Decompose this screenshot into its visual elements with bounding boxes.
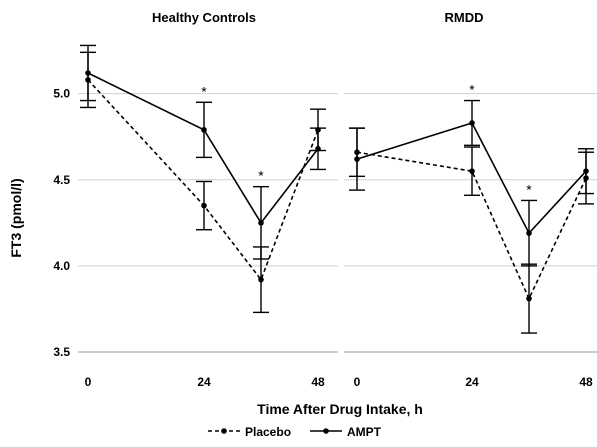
grid-left xyxy=(78,93,338,353)
data-point-ampt xyxy=(469,120,475,126)
panel-title-left: Healthy Controls xyxy=(152,10,256,25)
significance-marker: * xyxy=(526,181,532,197)
x-tick-label-left: 0 xyxy=(85,375,92,389)
significance-marker: * xyxy=(469,82,475,98)
y-tick-label: 3.5 xyxy=(53,345,70,359)
x-tick-label-left: 24 xyxy=(197,375,211,389)
series-marks: * * * * xyxy=(80,44,594,334)
series-line-ampt xyxy=(356,121,587,235)
data-point-placebo xyxy=(201,202,207,209)
x-tick-labels: 0 24 48 0 24 48 xyxy=(85,375,593,389)
legend: Placebo AMPT xyxy=(208,425,382,439)
series-line-ampt xyxy=(87,72,319,225)
data-point-ampt xyxy=(315,145,321,152)
panel-title-right: RMDD xyxy=(445,10,484,25)
data-point-placebo xyxy=(469,168,475,174)
legend-label-placebo: Placebo xyxy=(245,425,291,439)
series-line-placebo xyxy=(356,151,587,301)
x-tick-label-right: 0 xyxy=(354,375,361,389)
x-tick-label-left: 48 xyxy=(311,375,325,389)
y-tick-label: 5.0 xyxy=(53,87,70,101)
data-point-placebo xyxy=(258,276,264,283)
y-tick-label: 4.0 xyxy=(53,259,70,273)
data-point-ampt xyxy=(583,168,589,174)
x-tick-label-right: 48 xyxy=(579,375,593,389)
y-axis-title: FT3 (pmol/l) xyxy=(8,178,24,257)
significance-marker: * xyxy=(258,168,264,184)
data-point-ampt xyxy=(354,156,360,162)
legend-marker-placebo xyxy=(221,428,227,434)
x-tick-label-right: 24 xyxy=(465,375,479,389)
data-point-ampt xyxy=(201,127,207,133)
data-point-ampt xyxy=(258,220,264,226)
legend-label-ampt: AMPT xyxy=(347,425,382,439)
data-point-ampt xyxy=(85,70,91,76)
data-point-ampt xyxy=(526,230,532,236)
y-tick-labels: 3.5 4.0 4.5 5.0 xyxy=(53,87,70,359)
grid-right xyxy=(344,93,597,353)
x-axis-title: Time After Drug Intake, h xyxy=(257,401,423,417)
legend-marker-ampt xyxy=(323,428,329,434)
series-line-placebo xyxy=(87,79,319,282)
data-point-placebo xyxy=(526,295,532,302)
significance-marker: * xyxy=(201,83,207,99)
y-tick-label: 4.5 xyxy=(53,173,70,187)
